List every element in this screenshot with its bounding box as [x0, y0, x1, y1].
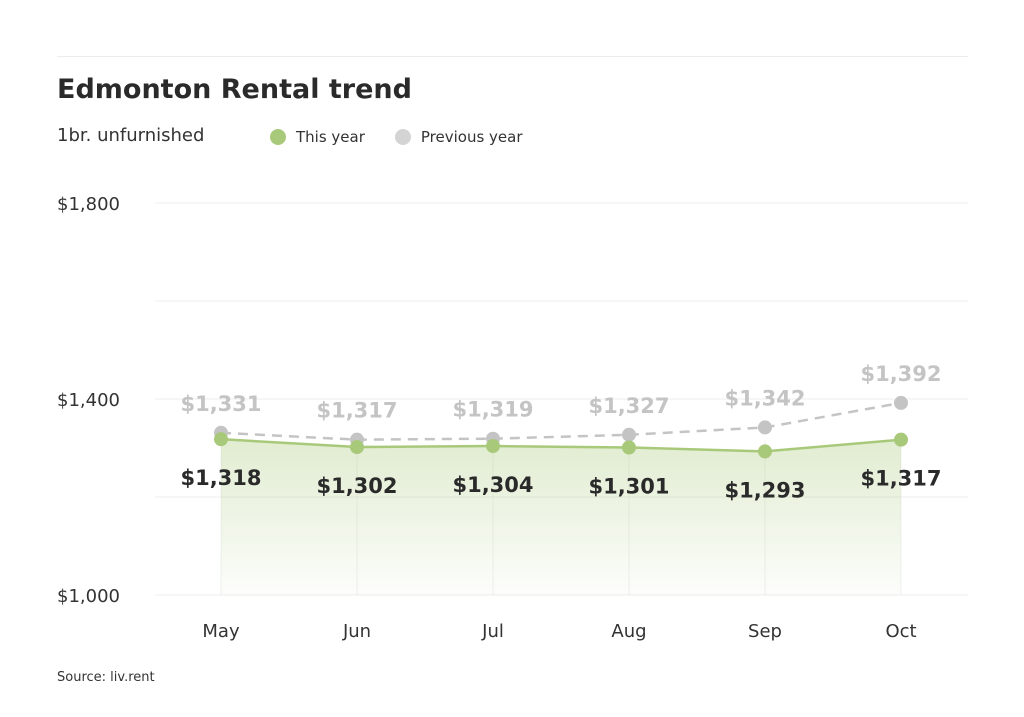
this-year-data-label: $1,301 — [588, 475, 669, 499]
this-year-point — [486, 439, 500, 454]
y-tick-label: $1,800 — [57, 194, 120, 215]
this-year-data-label: $1,293 — [724, 478, 805, 502]
x-tick-label: Jul — [481, 621, 504, 642]
previous-year-data-label: $1,331 — [180, 392, 261, 416]
this-year-line — [220, 437, 902, 453]
previous-year-line — [220, 401, 902, 441]
x-tick-label: Aug — [611, 621, 646, 642]
y-tick-label: $1,000 — [57, 586, 120, 607]
chart-subtitle: 1br. unfurnished — [57, 125, 205, 146]
previous-year-point — [758, 420, 772, 435]
this-year-point — [622, 440, 636, 455]
legend-label-this-year: This year — [296, 128, 365, 146]
previous-year-point — [622, 427, 636, 442]
this-year-point — [758, 444, 772, 459]
legend-marker-previous-year — [394, 129, 411, 145]
y-tick-label: $1,400 — [57, 390, 120, 411]
previous-year-data-label: $1,342 — [724, 386, 805, 410]
this-year-point — [214, 432, 228, 447]
previous-year-point — [894, 395, 908, 410]
this-year-data-label: $1,304 — [452, 473, 533, 497]
this-year-data-label: $1,302 — [316, 474, 397, 498]
this-year-point — [350, 440, 364, 455]
previous-year-data-label: $1,317 — [316, 399, 397, 423]
source-note: Source: liv.rent — [57, 670, 155, 685]
this-year-point — [894, 432, 908, 447]
legend-marker-this-year — [270, 129, 286, 145]
chart-title: Edmonton Rental trend — [57, 74, 412, 105]
previous-year-data-label: $1,327 — [588, 394, 669, 418]
top-divider — [57, 56, 968, 57]
this-year-data-label: $1,318 — [180, 466, 261, 490]
this-year-area — [221, 439, 901, 595]
x-tick-label: Oct — [885, 621, 916, 642]
legend-item-previous-year: Previous year — [394, 128, 523, 146]
legend-label-previous-year: Previous year — [420, 128, 523, 146]
chart-legend: This year Previous year — [270, 128, 523, 146]
previous-year-data-label: $1,319 — [452, 398, 533, 422]
previous-year-data-label: $1,392 — [860, 362, 941, 386]
x-tick-label: May — [202, 621, 240, 642]
legend-item-this-year: This year — [270, 128, 365, 146]
x-tick-label: Jun — [342, 621, 371, 642]
this-year-data-label: $1,317 — [860, 467, 941, 491]
x-tick-label: Sep — [748, 621, 782, 642]
